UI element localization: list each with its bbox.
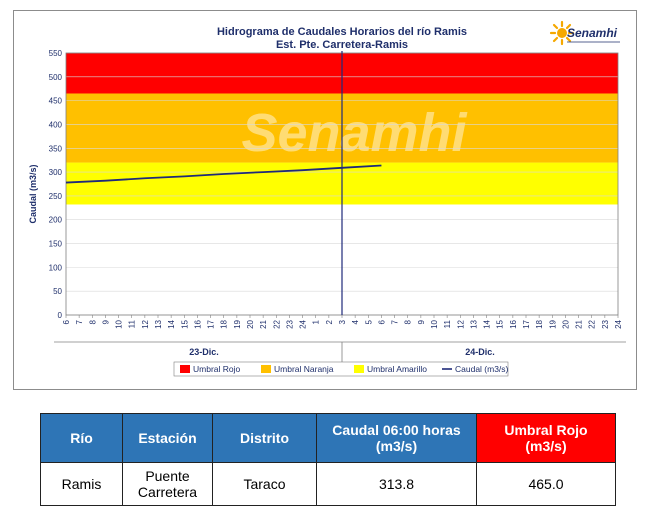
legend-swatch [261,365,271,373]
header-umbral-rojo: Umbral Rojo (m3/s) [476,413,616,463]
x-tick-label: 8 [404,319,413,324]
x-tick-label: 7 [75,319,84,324]
x-tick-label: 11 [443,319,452,328]
chart-subtitle: Est. Pte. Carretera-Ramis [276,39,408,51]
header-estacion: Estación [122,413,213,463]
x-tick-label: 8 [88,319,97,324]
x-tick-label: 14 [483,319,492,328]
x-tick-label: 19 [548,319,557,328]
legend-label: Umbral Rojo [193,364,241,374]
flow-data-table: Río Estación Distrito Caudal 06:00 horas… [40,413,616,506]
x-tick-label: 2 [325,319,334,324]
x-tick-label: 24 [299,319,308,328]
header-rio: Río [40,413,123,463]
x-tick-label: 3 [338,319,347,324]
legend-swatch [180,365,190,373]
legend-box [173,361,509,377]
senamhi-watermark: Senamhi [241,103,467,163]
x-tick-label: 12 [456,319,465,328]
x-tick-label: 18 [220,319,229,328]
cell-umbral-rojo: 465.0 [476,462,616,506]
x-tick-label: 22 [588,319,597,328]
x-tick-label: 10 [430,319,439,328]
y-tick-label: 450 [49,97,63,106]
legend-label: Caudal (m3/s) [455,364,509,374]
y-tick-label: 500 [49,73,63,82]
x-tick-label: 13 [469,319,478,328]
day-label: 23-Dic. [189,347,219,357]
caudal-series-line [65,164,382,184]
y-tick-label: 350 [49,144,63,153]
cell-estacion: Puente Carretera [122,462,213,506]
x-tick-label: 7 [391,319,400,324]
x-tick-label: 16 [193,319,202,328]
x-tick-label: 23 [601,319,610,328]
y-tick-label: 200 [49,216,63,225]
cell-distrito: Taraco [212,462,317,506]
y-axis-label: Caudal (m3/s) [28,164,38,223]
logo-text: Senamhi [567,26,618,40]
legend-label: Umbral Amarillo [367,364,427,374]
x-tick-label: 14 [167,319,176,328]
y-tick-label: 300 [49,168,63,177]
chart-title: Hidrograma de Caudales Horarios del río … [217,26,467,38]
table-row: Ramis Puente Carretera Taraco 313.8 465.… [40,462,616,506]
x-tick-label: 1 [312,319,321,324]
cell-caudal: 313.8 [316,462,477,506]
y-tick-label: 50 [53,287,62,296]
y-tick-label: 250 [49,192,63,201]
x-tick-label: 15 [180,319,189,328]
x-tick-label: 9 [417,319,426,324]
header-distrito: Distrito [212,413,317,463]
y-tick-label: 0 [58,311,63,320]
x-tick-label: 22 [272,319,281,328]
cell-rio: Ramis [40,462,123,506]
y-tick-label: 400 [49,120,63,129]
legend: Umbral Rojo Umbral Naranja Umbral Amarillo… [173,361,509,377]
x-tick-label: 21 [259,319,268,328]
x-tick-label: 18 [535,319,544,328]
day-label: 24-Dic. [465,347,495,357]
x-tick-label: 15 [496,319,505,328]
x-tick-label: 20 [246,319,255,328]
header-caudal: Caudal 06:00 horas (m3/s) [316,413,477,463]
table-header-row: Río Estación Distrito Caudal 06:00 horas… [40,413,616,463]
legend-swatch [354,365,364,373]
y-tick-label: 550 [49,49,63,58]
x-tick-label: 4 [351,319,360,324]
x-tick-label: 12 [141,319,150,328]
x-tick-label: 19 [233,319,242,328]
x-tick-label: 6 [62,319,71,324]
x-tick-label: 24 [614,319,623,328]
x-tick-label: 11 [128,319,137,328]
x-tick-label: 20 [561,319,570,328]
y-tick-label: 100 [49,263,63,272]
hydrograph-chart: Hidrograma de Caudales Horarios del río … [13,10,637,390]
x-tick-label: 9 [101,319,110,324]
x-tick-label: 10 [115,319,124,328]
x-tick-label: 17 [522,319,531,328]
y-tick-label: 150 [49,240,63,249]
x-tick-label: 5 [364,319,373,324]
x-tick-label: 21 [575,319,584,328]
legend-label: Umbral Naranja [274,364,334,374]
x-tick-label: 13 [154,319,163,328]
x-tick-label: 16 [509,319,518,328]
x-tick-label: 6 [377,319,386,324]
senamhi-logo: Senamhi [549,20,620,46]
x-tick-label: 23 [285,319,294,328]
x-tick-label: 17 [207,319,216,328]
